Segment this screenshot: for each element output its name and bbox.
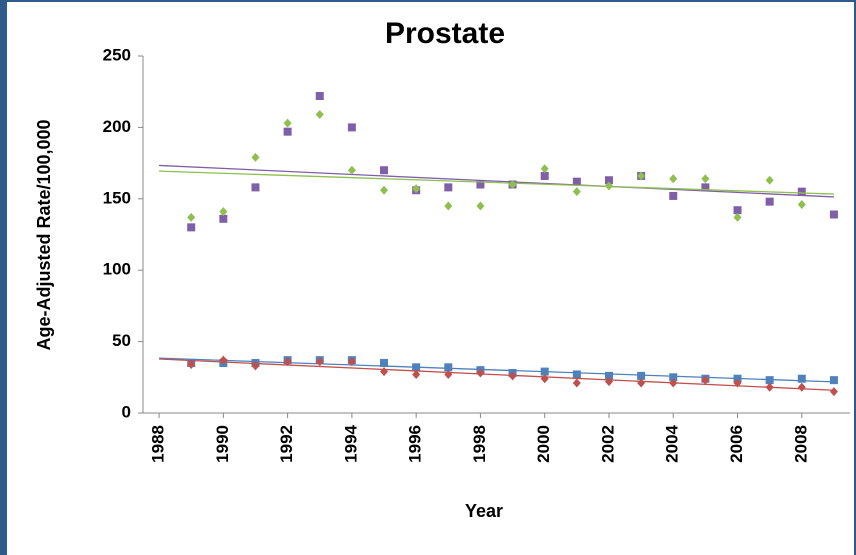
data-point [187,212,196,222]
data-point [669,174,678,184]
data-point [637,378,646,388]
data-point [251,183,260,192]
data-point [219,355,228,365]
data-point [508,371,517,381]
data-point [637,371,646,380]
y-axis-label: Age-Adjusted Rate/100,000 [34,119,54,350]
data-point [444,369,453,379]
data-point [572,187,581,197]
x-tick-label: 1994 [341,424,360,462]
data-point [540,171,549,180]
data-point [412,363,421,372]
data-point [412,184,421,194]
data-point [733,206,742,215]
data-point [187,223,196,232]
data-point [797,382,806,392]
data-point [315,357,324,367]
data-point [733,378,742,388]
data-point [669,378,678,388]
chart-title: Prostate [385,17,505,50]
data-point [701,375,710,385]
data-point [187,359,196,369]
data-point [476,201,485,211]
data-point [251,361,260,371]
data-point [380,166,389,175]
trendline [159,170,834,195]
data-point [315,91,324,100]
data-point [669,191,678,200]
data-point [637,171,646,181]
data-point [765,382,774,392]
data-point [476,368,485,378]
data-point [347,165,356,175]
data-point [797,374,806,383]
data-point [444,201,453,211]
frame-right [854,0,856,555]
data-point [540,367,549,376]
data-point [765,376,774,385]
x-tick-label: 1990 [213,425,232,463]
data-point [380,185,389,195]
data-point [733,212,742,222]
data-point [765,197,774,206]
data-point [797,200,806,210]
x-tick-label: 2004 [663,424,682,462]
frame-left [0,0,7,555]
x-tick-label: 2000 [534,425,553,463]
data-point [444,183,453,192]
y-tick-label: 250 [103,45,131,64]
data-point [829,387,838,397]
data-point [604,176,613,185]
x-tick-label: 1996 [406,425,425,463]
x-tick-label: 1992 [277,425,296,463]
trendline [159,358,834,391]
x-axis-label: Year [465,501,503,521]
data-point [444,363,453,372]
data-point [604,181,613,191]
x-tick-label: 2006 [727,425,746,463]
x-tick-label: 1998 [470,425,489,463]
data-point [572,177,581,186]
y-tick-label: 200 [103,117,131,136]
data-point [315,110,324,120]
data-point [508,180,517,190]
data-point [219,214,228,223]
data-point [219,207,228,217]
x-tick-label: 1988 [149,425,168,463]
frame-top [0,0,856,2]
data-point [540,374,549,384]
y-tick-label: 50 [112,331,131,350]
data-point [829,210,838,219]
data-point [347,123,356,132]
data-point [765,175,774,185]
y-tick-label: 150 [103,188,131,207]
data-point [701,183,710,192]
data-point [540,164,549,174]
data-point [604,377,613,387]
data-point [283,357,292,367]
data-point [701,174,710,184]
trendline [159,357,834,383]
data-point [669,373,678,382]
data-point [572,378,581,388]
data-point [476,180,485,189]
y-tick-label: 100 [103,260,131,279]
data-point [283,127,292,136]
x-tick-label: 2002 [598,425,617,463]
data-point [797,187,806,196]
trendline [159,164,834,198]
data-point [572,370,581,379]
x-tick-label: 2008 [791,425,810,463]
y-tick-label: 0 [122,402,131,421]
data-point [347,357,356,367]
data-point [283,118,292,128]
data-point [829,376,838,385]
data-point [604,371,613,380]
data-point [251,152,260,162]
data-point [380,359,389,368]
data-point [380,367,389,377]
data-point [412,369,421,379]
